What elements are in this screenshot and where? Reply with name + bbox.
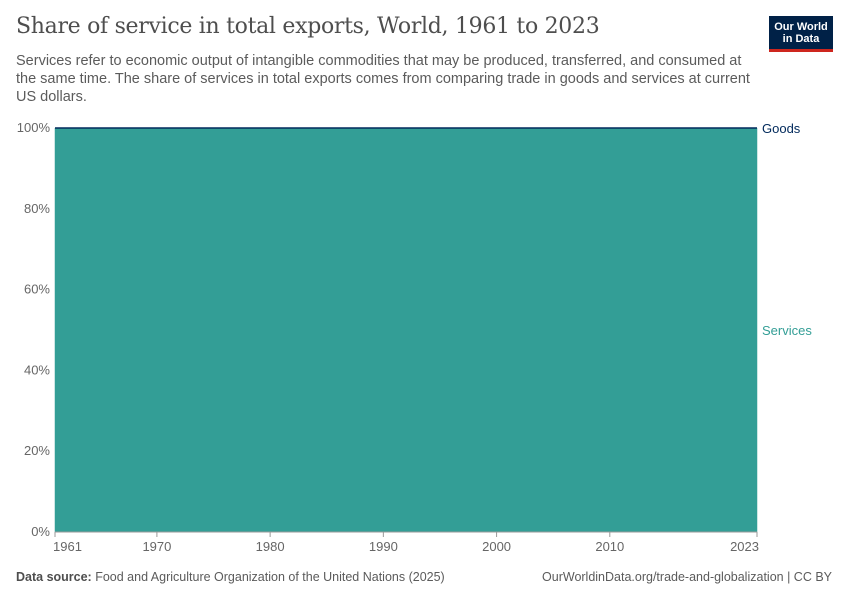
data-source: Data source: Food and Agriculture Organi… <box>16 570 445 584</box>
source-label: Data source: <box>16 570 92 584</box>
y-tick-label: 40% <box>24 362 50 377</box>
x-tick-label: 2010 <box>595 539 624 554</box>
source-url-link[interactable]: OurWorldinData.org/trade-and-globalizati… <box>542 570 832 584</box>
x-tick-label: 1961 <box>53 539 82 554</box>
legend-label-goods: Goods <box>762 121 801 136</box>
x-tick-label: 2000 <box>482 539 511 554</box>
source-text: Food and Agriculture Organization of the… <box>91 570 445 584</box>
x-tick-label: 1990 <box>369 539 398 554</box>
x-tick-label: 1980 <box>256 539 285 554</box>
x-tick-label: 2023 <box>730 539 759 554</box>
y-tick-label: 80% <box>24 201 50 216</box>
y-tick-label: 100% <box>17 120 51 135</box>
y-tick-label: 20% <box>24 443 50 458</box>
y-tick-label: 0% <box>31 524 50 539</box>
chart-title: Share of service in total exports, World… <box>16 14 600 39</box>
legend-label-services: Services <box>762 323 812 338</box>
area-services <box>54 127 758 533</box>
y-tick-label: 60% <box>24 282 50 297</box>
chart-subtitle: Services refer to economic output of int… <box>16 53 750 105</box>
x-tick-label: 1970 <box>142 539 171 554</box>
owid-logo[interactable]: Our World in Data <box>769 16 833 52</box>
